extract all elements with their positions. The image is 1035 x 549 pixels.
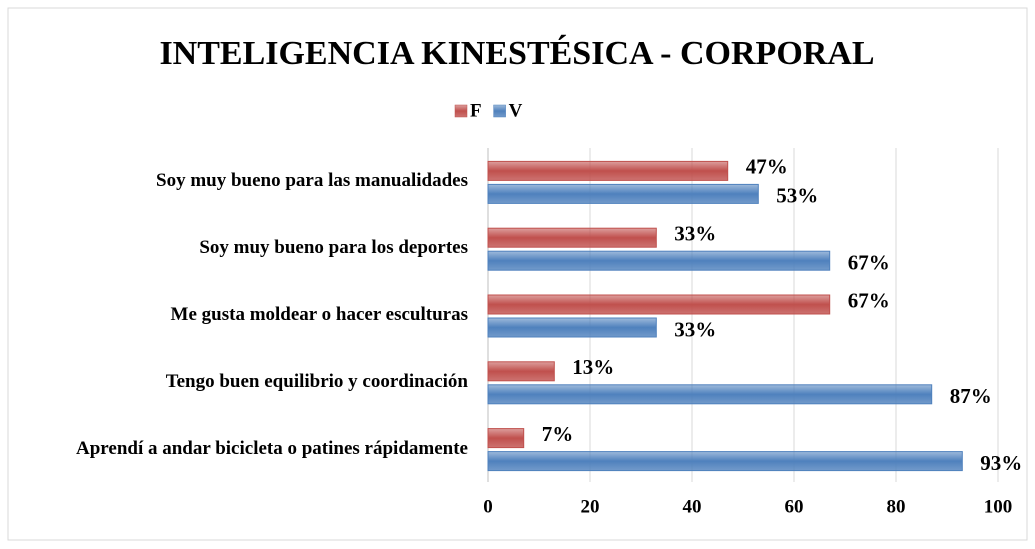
x-tick-label: 0 <box>483 496 493 517</box>
bar <box>487 227 657 248</box>
legend-swatch <box>493 104 506 118</box>
y-tick-label: Me gusta moldear o hacer esculturas <box>170 304 468 325</box>
bar <box>487 451 963 472</box>
x-tick-label: 80 <box>887 496 906 517</box>
y-tick-label: Aprendí a andar bicicleta o patines rápi… <box>76 437 468 459</box>
bar <box>487 361 555 382</box>
x-tick-label: 40 <box>683 496 702 517</box>
y-tick-label: Soy muy bueno para los deportes <box>199 237 468 259</box>
x-tick-label: 100 <box>984 496 1013 517</box>
bar <box>487 294 831 315</box>
bar <box>487 317 657 338</box>
data-label: 33% <box>674 317 716 341</box>
bar <box>487 160 729 181</box>
y-tick-label: Soy muy bueno para las manualidades <box>156 170 468 192</box>
data-label: 67% <box>848 288 890 312</box>
chart-title: INTELIGENCIA KINESTÉSICA - CORPORAL <box>159 35 874 72</box>
data-label: 87% <box>950 384 992 408</box>
legend-label: F <box>470 100 482 121</box>
data-label: 67% <box>848 251 890 275</box>
bar <box>487 183 759 204</box>
data-label: 47% <box>746 155 788 179</box>
x-tick-label: 60 <box>785 496 804 517</box>
bar <box>487 384 933 405</box>
data-label: 7% <box>542 422 574 446</box>
data-label: 93% <box>980 451 1022 475</box>
x-tick-label: 20 <box>581 496 600 517</box>
legend-swatch <box>454 104 468 118</box>
bar <box>487 250 831 271</box>
data-label: 53% <box>776 184 818 208</box>
data-label: 13% <box>572 355 614 379</box>
bar <box>487 428 525 449</box>
legend-label: V <box>509 100 523 121</box>
y-tick-label: Tengo buen equilibrio y coordinación <box>165 370 468 392</box>
data-label: 33% <box>674 222 716 246</box>
